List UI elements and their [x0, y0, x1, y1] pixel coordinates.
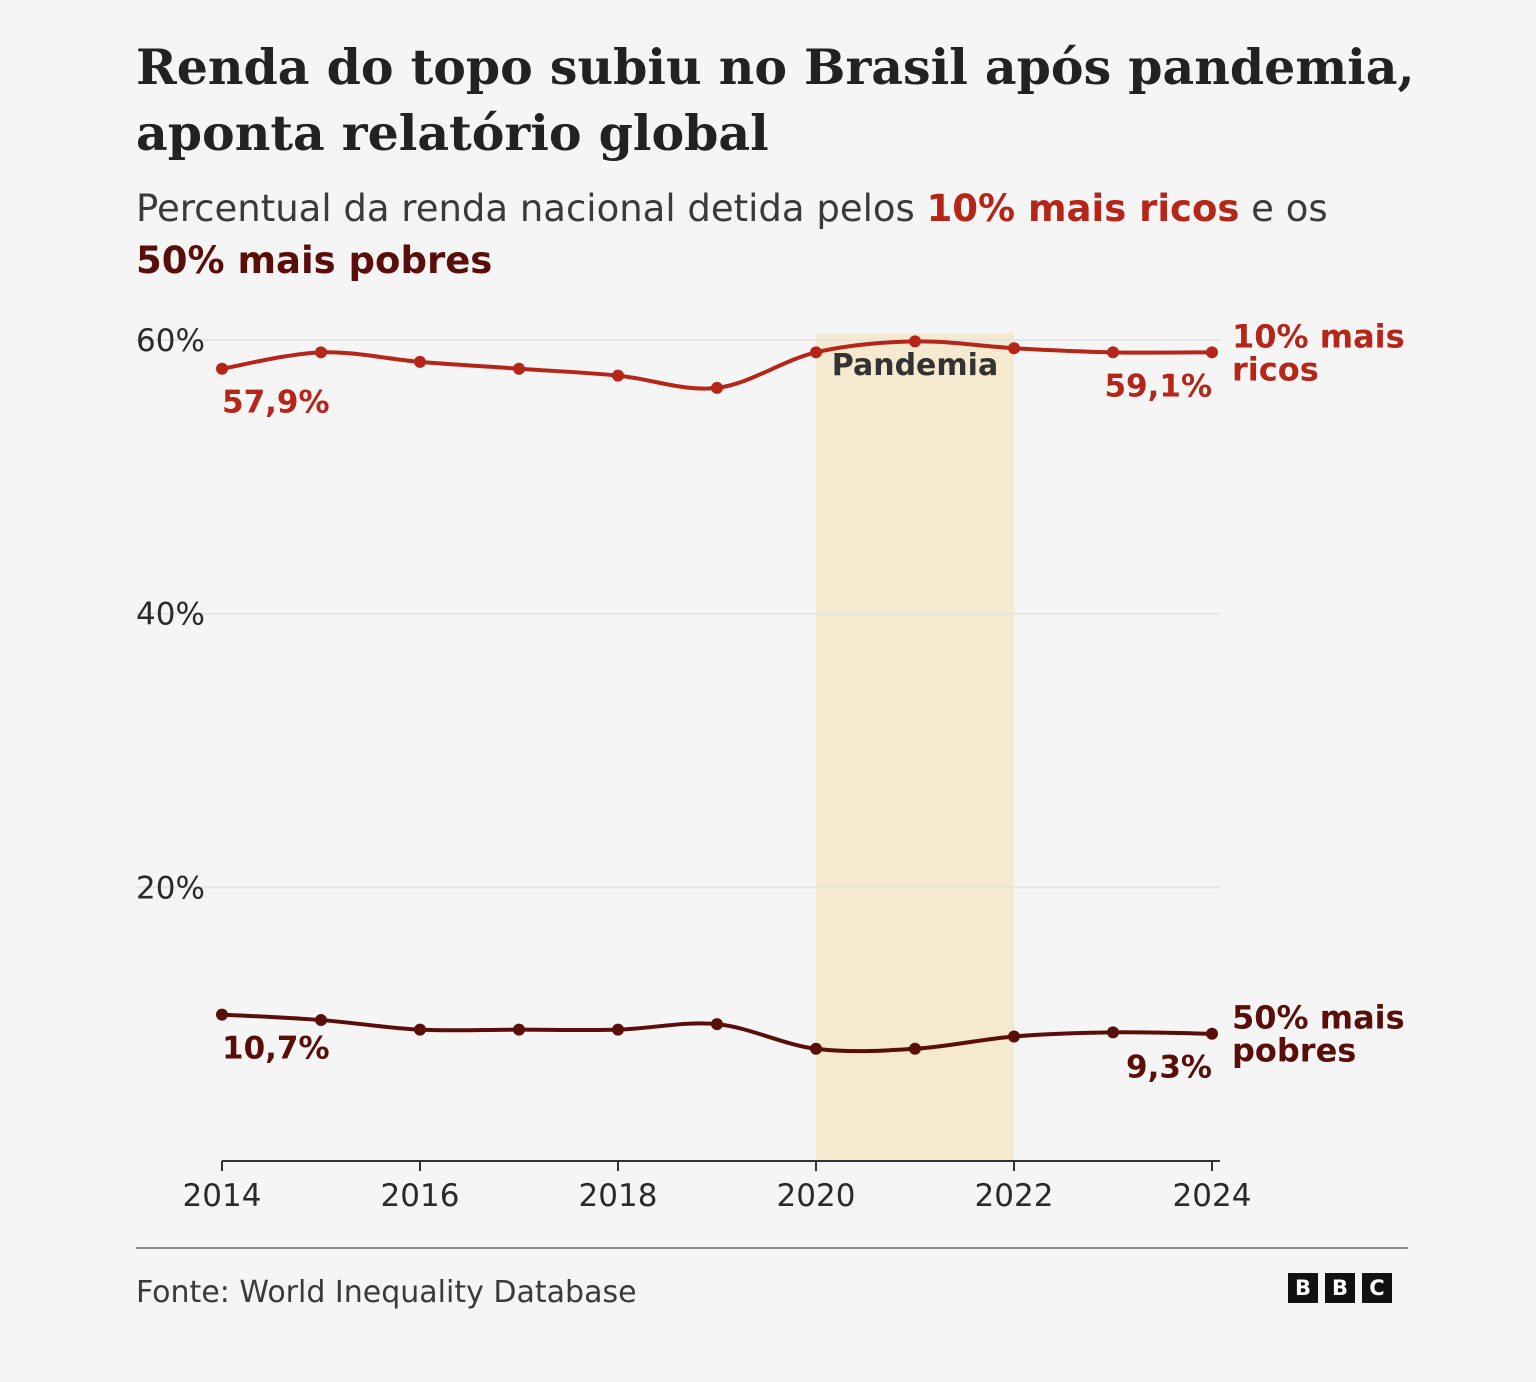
- y-tick-label: 20%: [136, 870, 205, 906]
- data-point-rich: [216, 362, 228, 375]
- data-point-poor: [1008, 1030, 1020, 1043]
- subtitle-rich-label: 10% mais ricos: [926, 187, 1240, 230]
- y-tick-label: 40%: [136, 597, 205, 633]
- chart-subtitle: Percentual da renda nacional detida pelo…: [136, 183, 1426, 287]
- start-value-label-poor: 10,7%: [222, 1031, 330, 1067]
- axis-layer: 20% 40% 60% 2014 2016 2018 2020 2022 2024: [136, 323, 1251, 1214]
- data-point-poor: [711, 1018, 723, 1031]
- data-point-rich: [909, 335, 921, 348]
- data-point-poor: [810, 1042, 822, 1055]
- series-line-rich: [220, 339, 1214, 391]
- data-point-rich: [414, 355, 426, 368]
- data-point-poor: [315, 1014, 327, 1027]
- series-label-poor: 50% mais: [1232, 999, 1405, 1037]
- subtitle-middle: e os: [1239, 187, 1328, 230]
- subtitle-prefix: Percentual da renda nacional detida pelo…: [136, 187, 927, 230]
- source-note: Fonte: World Inequality Database: [136, 1275, 637, 1310]
- data-point-poor: [216, 1008, 228, 1021]
- pandemic-band: [816, 333, 1014, 1161]
- data-point-rich: [1008, 342, 1020, 355]
- series-line-layer: [216, 335, 1218, 1055]
- data-point-rich: [810, 346, 822, 359]
- data-point-rich: [1107, 346, 1119, 359]
- data-point-rich: [315, 346, 327, 359]
- x-tick-label: 2024: [1173, 1178, 1252, 1214]
- pandemic-band-layer: [816, 333, 1014, 1161]
- bbc-logo-letter: B: [1288, 1273, 1318, 1303]
- x-tick-label: 2014: [183, 1178, 262, 1214]
- series-label-rich: ricos: [1232, 350, 1319, 388]
- start-value-label-rich: 57,9%: [222, 385, 330, 421]
- gridline-layer: [136, 339, 1220, 889]
- data-point-rich: [612, 369, 624, 382]
- chart-title: Renda do topo subiu no Brasil após pande…: [136, 38, 1415, 162]
- x-tick-label: 2022: [975, 1178, 1054, 1214]
- x-tick-label: 2018: [579, 1178, 658, 1214]
- data-point-rich: [1206, 346, 1218, 359]
- bbc-logo-letter: C: [1362, 1273, 1392, 1303]
- data-point-poor: [513, 1023, 525, 1036]
- data-point-rich: [711, 381, 723, 394]
- bbc-logo: B B C: [1288, 1273, 1392, 1303]
- data-point-poor: [909, 1042, 921, 1055]
- end-value-label-poor: 9,3%: [1126, 1050, 1212, 1086]
- data-point-poor: [1107, 1026, 1119, 1039]
- footer-divider: [136, 1247, 1408, 1249]
- end-value-label-rich: 59,1%: [1104, 368, 1212, 404]
- data-point-poor: [414, 1023, 426, 1036]
- series-label-poor: pobres: [1232, 1032, 1356, 1070]
- x-tick-label: 2016: [381, 1178, 460, 1214]
- series-label-rich: 10% mais: [1232, 317, 1405, 355]
- data-point-poor: [612, 1023, 624, 1036]
- pandemic-label: Pandemia: [832, 348, 998, 383]
- subtitle-poor-label: 50% mais pobres: [136, 239, 493, 282]
- data-point-poor: [1206, 1027, 1218, 1040]
- bbc-logo-letter: B: [1325, 1273, 1355, 1303]
- data-point-rich: [513, 362, 525, 375]
- y-tick-label: 60%: [136, 323, 205, 359]
- x-tick-label: 2020: [777, 1178, 856, 1214]
